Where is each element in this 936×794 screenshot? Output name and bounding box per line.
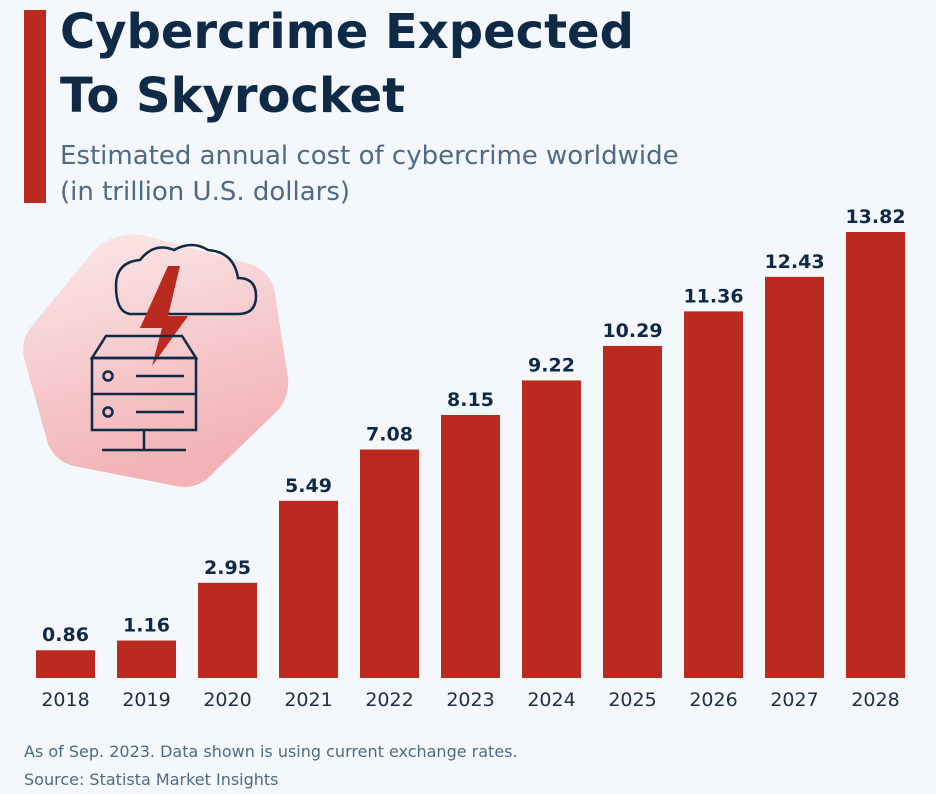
- x-tick-2026: 2026: [689, 689, 737, 711]
- bar-2027: [765, 276, 824, 678]
- chart-subtitle: Estimated annual cost of cybercrime worl…: [60, 138, 820, 210]
- server-led-2: [102, 406, 114, 418]
- footer-note: As of Sep. 2023. Data shown is using cur…: [24, 742, 518, 761]
- x-tick-2023: 2023: [446, 689, 494, 711]
- data-label-2026: 11.36: [683, 285, 743, 307]
- x-tick-2022: 2022: [365, 689, 413, 711]
- x-tick-2025: 2025: [608, 689, 656, 711]
- bar-2021: [279, 500, 338, 678]
- x-tick-2021: 2021: [284, 689, 332, 711]
- data-label-2019: 1.16: [123, 615, 170, 637]
- footer-source: Source: Statista Market Insights: [24, 770, 279, 789]
- data-label-2027: 12.43: [764, 251, 824, 273]
- cloud-server-lightning-icon: [23, 234, 289, 487]
- x-tick-2028: 2028: [851, 689, 899, 711]
- x-tick-2019: 2019: [122, 689, 170, 711]
- bar-2019: [117, 640, 176, 678]
- data-label-2022: 7.08: [366, 424, 413, 446]
- x-tick-2024: 2024: [527, 689, 575, 711]
- bar-chart: 0.86 2018 1.16 2019 2.95 2020 5.49 2021 7.08 2022…: [36, 206, 906, 711]
- bar-2024: [522, 380, 581, 678]
- data-label-2024: 9.22: [528, 354, 575, 376]
- data-label-2020: 2.95: [204, 557, 251, 579]
- bar-2018: [36, 650, 95, 678]
- bar-2025: [603, 345, 662, 678]
- chart-title: Cybercrime Expected To Skyrocket: [60, 0, 920, 128]
- x-tick-2018: 2018: [41, 689, 89, 711]
- footer: As of Sep. 2023. Data shown is using cur…: [24, 738, 904, 794]
- accent-bar: [24, 10, 46, 203]
- data-label-2018: 0.86: [42, 624, 89, 646]
- subtitle-line-2: (in trillion U.S. dollars): [60, 177, 351, 207]
- data-label-2021: 5.49: [285, 475, 332, 497]
- x-tick-2020: 2020: [203, 689, 251, 711]
- server-led-1: [102, 370, 114, 382]
- cloud-shape: [114, 243, 258, 316]
- data-label-2025: 10.29: [602, 320, 662, 342]
- lightning-bolt: [140, 266, 188, 366]
- bar-2023: [441, 414, 500, 678]
- x-tick-2027: 2027: [770, 689, 818, 711]
- bar-2026: [684, 311, 743, 678]
- title-line-1: Cybercrime Expected: [60, 4, 634, 60]
- subtitle-line-1: Estimated annual cost of cybercrime worl…: [60, 141, 679, 171]
- bar-2028: [846, 232, 905, 678]
- data-label-2023: 8.15: [447, 389, 494, 411]
- title-line-2: To Skyrocket: [60, 68, 406, 124]
- data-label-2028: 13.82: [845, 206, 905, 228]
- bar-2022: [360, 449, 419, 678]
- bar-2020: [198, 582, 257, 678]
